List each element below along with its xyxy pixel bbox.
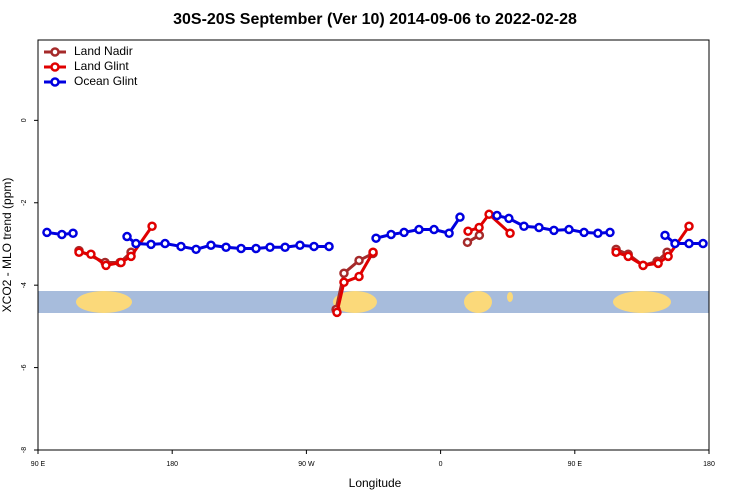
data-point (74, 247, 84, 257)
data-point (463, 226, 473, 236)
data-point (116, 257, 126, 268)
data-point (147, 221, 157, 232)
data-point (534, 222, 544, 233)
data-point (504, 213, 514, 224)
legend-marker (50, 77, 60, 87)
legend-label: Ocean Glint (74, 74, 138, 88)
map-strip (38, 291, 709, 313)
continent (76, 291, 132, 313)
data-point (462, 237, 473, 248)
data-point (663, 251, 673, 262)
data-point (519, 221, 529, 232)
x-tick-label: 90 E (568, 461, 583, 468)
data-point (126, 251, 136, 262)
data-point (236, 243, 246, 254)
x-tick-label: 180 (166, 461, 178, 468)
data-point (354, 271, 364, 282)
data-point (611, 247, 621, 257)
legend-marker (50, 62, 60, 72)
y-tick-label: -4 (21, 282, 28, 288)
data-point (549, 225, 559, 236)
continent (333, 291, 377, 313)
x-tick-label: 90 W (298, 461, 315, 468)
data-point (265, 242, 275, 253)
legend-label: Land Glint (74, 59, 129, 73)
data-point (474, 222, 484, 233)
x-axis-label: Longitude (349, 476, 402, 490)
data-point (638, 260, 648, 271)
data-point (399, 227, 409, 238)
series-line (467, 212, 512, 235)
plot-frame (37, 39, 710, 451)
data-point (131, 238, 141, 249)
data-point (191, 244, 201, 255)
data-point (492, 210, 502, 221)
continent (507, 292, 513, 302)
data-point (593, 228, 603, 239)
data-point (414, 224, 424, 235)
data-point (371, 233, 381, 243)
x-tick-label: 90 E (31, 461, 46, 468)
data-point (160, 238, 170, 249)
y-tick-label: -2 (21, 200, 28, 206)
data-point (339, 268, 349, 278)
data-point (684, 238, 694, 249)
data-point (386, 229, 396, 240)
data-point (579, 227, 589, 238)
y-tick-label: -6 (21, 364, 28, 370)
data-point (455, 212, 465, 222)
data-point (68, 228, 78, 239)
data-point (660, 230, 670, 241)
continent (613, 291, 671, 313)
data-point (221, 242, 231, 253)
data-point (623, 251, 633, 262)
data-point (206, 240, 216, 250)
data-point (339, 277, 349, 288)
data-point (698, 238, 708, 249)
data-point (309, 241, 319, 252)
data-point (474, 230, 485, 241)
x-tick-label: 180 (703, 461, 715, 468)
series-line (334, 252, 374, 310)
data-point (484, 209, 494, 220)
data-point (605, 227, 615, 238)
series-line (78, 225, 154, 267)
continent (464, 291, 492, 313)
chart-title: 30S-20S September (Ver 10) 2014-09-06 to… (173, 11, 577, 28)
data-point (176, 241, 186, 252)
data-point (684, 221, 694, 232)
data-point (505, 228, 515, 239)
data-point (368, 247, 378, 257)
data-point (295, 240, 305, 250)
data-point (146, 239, 156, 250)
legend-label: Land Nadir (74, 44, 133, 58)
data-point (670, 238, 680, 249)
data-point (429, 224, 439, 235)
data-point (324, 241, 334, 252)
data-point (564, 224, 574, 235)
data-point (42, 227, 52, 238)
data-point (653, 258, 663, 269)
data-point (332, 307, 342, 318)
x-tick-label: 0 (439, 461, 443, 468)
data-point (251, 243, 261, 254)
y-tick-label: 0 (21, 118, 28, 122)
data-point (57, 229, 67, 240)
data-point (280, 242, 290, 253)
data-point (444, 228, 454, 239)
data-point (86, 249, 96, 260)
legend-marker (50, 47, 60, 57)
y-tick-label: -8 (21, 447, 28, 453)
data-point (101, 260, 111, 271)
series-line (335, 251, 375, 313)
data-point (122, 231, 132, 242)
y-axis-label: XCO2 - MLO trend (ppm) (0, 178, 14, 313)
data-point (354, 255, 364, 266)
series-line (664, 234, 704, 246)
